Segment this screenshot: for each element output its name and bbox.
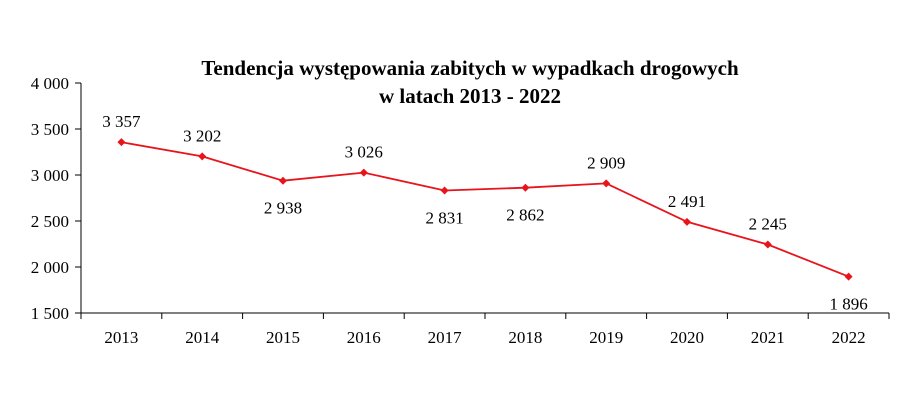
data-label: 2 831 [425, 209, 463, 228]
series-layer [117, 138, 853, 281]
data-label: 2 938 [264, 199, 302, 218]
x-tick-label: 2015 [266, 328, 300, 347]
data-point-marker [198, 152, 207, 161]
x-tick-label: 2022 [832, 328, 866, 347]
data-label: 3 202 [183, 126, 221, 145]
data-label: 3 357 [102, 112, 141, 131]
x-tick-label: 2020 [670, 328, 704, 347]
chart-title-line-2: w latach 2013 - 2022 [379, 84, 561, 108]
axes: 1 500 2 000 2 500 3 000 3 500 4 000 2013 2014 20… [31, 74, 890, 347]
data-point-marker [279, 176, 287, 185]
y-tick-label: 2 000 [31, 258, 69, 277]
x-tick-label: 2018 [508, 328, 542, 347]
data-point-marker [763, 240, 772, 249]
series-line [121, 141, 849, 278]
data-point-marker [602, 179, 611, 188]
x-tick-label: 2021 [751, 328, 785, 347]
y-tick-label: 3 500 [31, 120, 69, 139]
data-point-marker [844, 272, 853, 281]
chart-title-line-1: Tendencja występowania zabitych w wypadk… [201, 56, 739, 80]
data-point-marker [117, 138, 126, 147]
data-labels: 3 357 3 202 2 938 3 026 2 831 2 862 2 909 2 491… [102, 112, 867, 313]
y-tick-label: 3 000 [31, 166, 69, 185]
data-label: 2 862 [506, 206, 544, 225]
data-point-marker [521, 183, 530, 192]
y-tick-label: 4 000 [31, 74, 69, 93]
data-label: 3 026 [345, 143, 383, 162]
data-label: 1 896 [829, 295, 867, 314]
x-tick-label: 2014 [185, 328, 220, 347]
x-tick-label: 2017 [428, 328, 463, 347]
data-label: 2 245 [749, 214, 787, 233]
x-tick-label: 2019 [589, 328, 623, 347]
data-label: 2 491 [668, 192, 706, 211]
x-tick-label: 2013 [104, 328, 138, 347]
data-point-marker [440, 186, 449, 195]
data-label: 2 909 [587, 153, 625, 172]
data-point-marker [683, 217, 691, 226]
data-point-marker [359, 168, 368, 177]
y-tick-label: 1 500 [31, 304, 69, 323]
x-tick-label: 2016 [347, 328, 381, 347]
y-tick-label: 2 500 [31, 212, 69, 231]
